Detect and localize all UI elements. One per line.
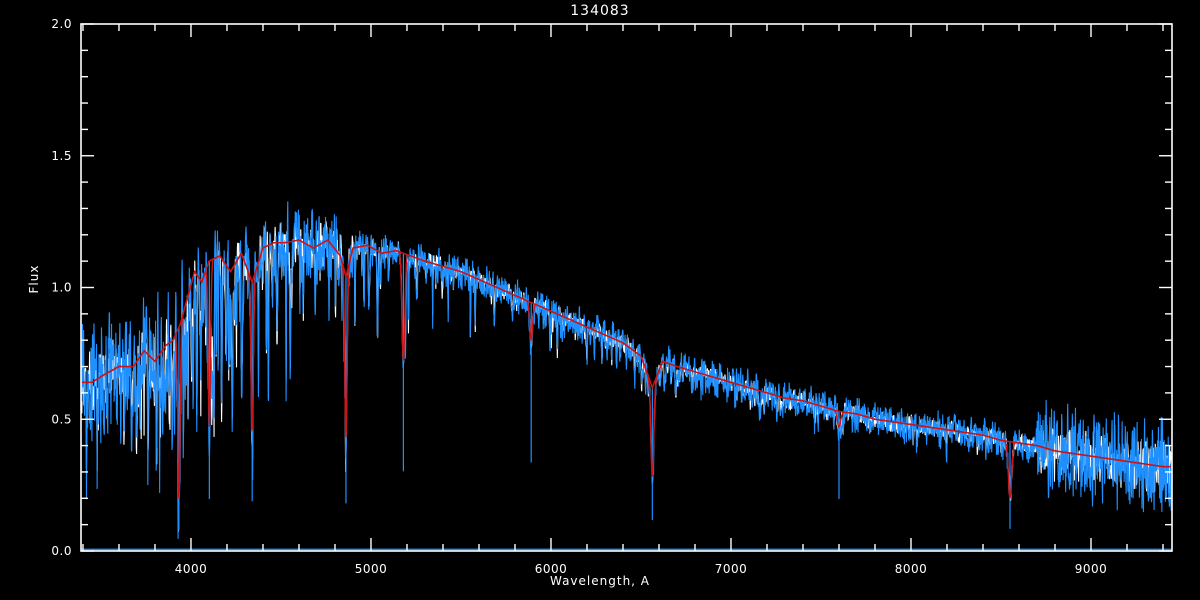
svg-text:8000: 8000: [895, 562, 928, 576]
svg-text:1.0: 1.0: [51, 281, 72, 295]
series-model-fit-lines: [81, 239, 1172, 500]
svg-text:1.5: 1.5: [51, 149, 72, 163]
svg-text:4000: 4000: [175, 562, 208, 576]
page-title: 134083: [570, 3, 630, 19]
svg-text:2.0: 2.0: [51, 17, 72, 31]
axes-frame: [80, 23, 1173, 552]
svg-text:7000: 7000: [715, 562, 748, 576]
x-axis-label: Wavelength, A: [549, 574, 651, 588]
svg-text:9000: 9000: [1075, 562, 1108, 576]
y-axis-label: Flux: [27, 264, 41, 294]
axis-tick-labels: 4000 5000 6000 7000 8000 9000 0.0 0.5 1.0 1.5 2.0: [51, 17, 1108, 576]
series-observed-spectrum: [80, 201, 1173, 539]
svg-text:0.0: 0.0: [51, 544, 72, 558]
svg-text:0.5: 0.5: [51, 412, 72, 426]
svg-text:5000: 5000: [355, 562, 388, 576]
spectrum-data-layer: [80, 201, 1173, 551]
svg-text:6000: 6000: [535, 562, 568, 576]
